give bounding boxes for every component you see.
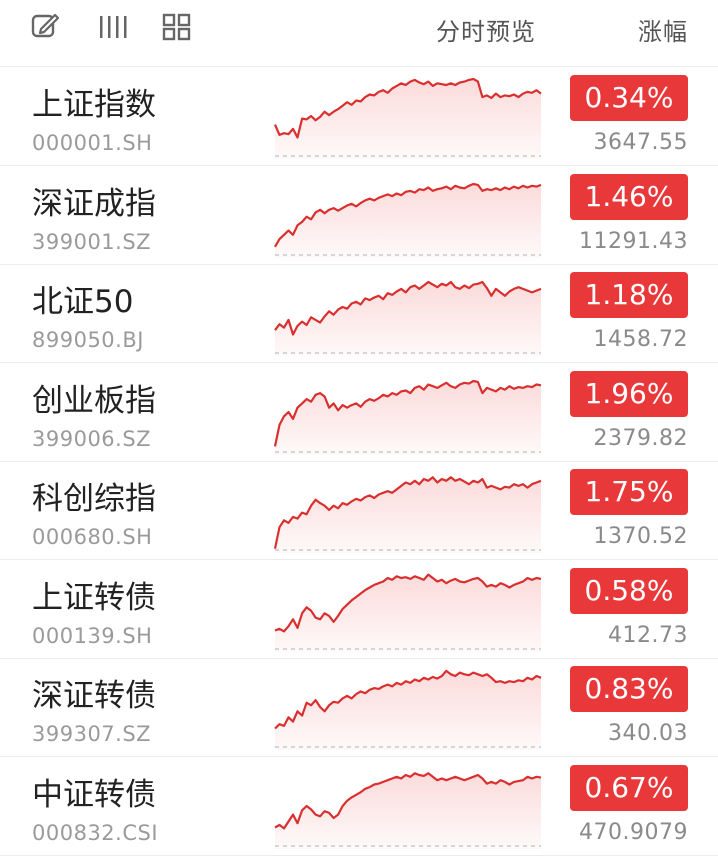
index-code: 399001.SZ [32, 229, 152, 254]
intraday-preview-header[interactable]: 分时预览 [436, 18, 536, 46]
sparkline-area [275, 380, 541, 455]
index-name: 科创综指 [32, 481, 156, 517]
index-code: 399006.SZ [32, 426, 152, 451]
intraday-sparkline[interactable] [274, 564, 542, 654]
index-row[interactable]: 创业板指 399006.SZ 1.96% 2379.82 [0, 363, 718, 462]
change-badge[interactable]: 1.75% [570, 469, 688, 515]
sparkline-line [273, 77, 542, 139]
index-price: 3647.55 [593, 130, 688, 155]
index-code: 899050.BJ [32, 328, 144, 352]
intraday-sparkline[interactable] [274, 761, 542, 851]
intraday-sparkline[interactable] [273, 71, 542, 161]
sparkline-area [275, 477, 541, 553]
index-price: 11291.43 [579, 228, 688, 254]
intraday-sparkline[interactable] [274, 268, 542, 358]
change-badge[interactable]: 1.18% [570, 272, 688, 318]
index-row[interactable]: 上证转债 000139.SH 0.58% 412.73 [0, 560, 718, 659]
change-badge[interactable]: 0.34% [570, 75, 688, 121]
index-row[interactable]: 北证50 899050.BJ 1.18% 1458.72 [0, 264, 718, 363]
sparkline-area [275, 183, 541, 258]
index-name: 北证50 [32, 284, 134, 320]
index-code: 399307.SZ [32, 722, 152, 746]
list-view-icon[interactable] [96, 10, 130, 44]
index-code: 000139.SH [32, 623, 153, 648]
index-code: 000832.CSI [32, 820, 159, 845]
change-badge[interactable]: 1.46% [570, 173, 688, 220]
change-badge[interactable]: 0.67% [570, 764, 688, 811]
index-row[interactable]: 深证成指 399001.SZ 1.46% 11291.43 [0, 166, 718, 265]
index-name: 上证指数 [32, 87, 156, 123]
sparkline-line [273, 379, 542, 447]
intraday-sparkline[interactable] [273, 465, 542, 555]
sparkline-line [273, 476, 542, 549]
sparkline-line [274, 182, 542, 247]
change-column-header[interactable]: 涨幅 [638, 18, 688, 46]
index-name: 深证成指 [32, 185, 156, 222]
change-badge[interactable]: 1.96% [570, 370, 688, 417]
change-badge[interactable]: 0.58% [570, 567, 688, 614]
intraday-sparkline[interactable] [273, 367, 542, 457]
index-price: 1370.52 [593, 524, 688, 549]
intraday-sparkline[interactable] [274, 170, 542, 260]
change-badge[interactable]: 0.83% [570, 666, 688, 712]
sparkline-area [275, 670, 541, 750]
index-row[interactable]: 上证指数 000001.SH 0.34% 3647.55 [0, 67, 718, 166]
sparkline-area [275, 79, 541, 159]
index-price: 412.73 [608, 622, 688, 648]
sparkline-line [274, 771, 542, 829]
index-price: 1458.72 [593, 327, 688, 352]
index-code: 000680.SH [32, 525, 153, 549]
sparkline-line [274, 669, 542, 730]
index-name: 中证转债 [32, 776, 156, 813]
index-name: 创业板指 [32, 382, 156, 419]
list-header: 分时预览 涨幅 [0, 0, 718, 67]
index-code: 000001.SH [32, 131, 153, 155]
index-row[interactable]: 中证转债 000832.CSI 0.67% 470.9079 [0, 757, 718, 856]
edit-icon[interactable] [28, 10, 62, 44]
sparkline-area [275, 282, 541, 356]
sparkline-line [274, 280, 542, 336]
index-price: 340.03 [608, 721, 688, 746]
index-name: 深证转债 [32, 678, 156, 714]
sparkline-area [275, 574, 541, 652]
index-price: 470.9079 [579, 819, 688, 845]
sparkline-line [274, 573, 542, 632]
index-name: 上证转债 [32, 579, 156, 616]
index-row[interactable]: 深证转债 399307.SZ 0.83% 340.03 [0, 658, 718, 757]
intraday-sparkline[interactable] [274, 662, 542, 752]
index-price: 2379.82 [593, 425, 688, 451]
grid-view-icon[interactable] [160, 10, 194, 44]
sparkline-area [275, 772, 541, 849]
index-row[interactable]: 科创综指 000680.SH 1.75% 1370.52 [0, 461, 718, 560]
